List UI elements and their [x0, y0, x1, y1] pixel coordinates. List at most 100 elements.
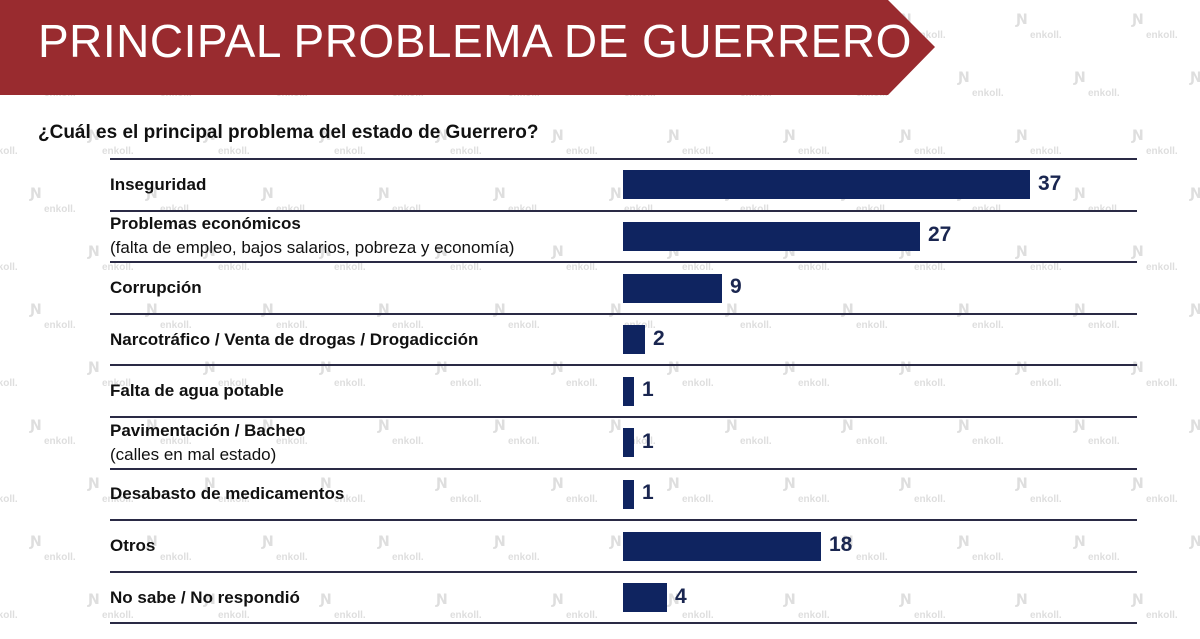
svg-text:enkoll.: enkoll. [334, 494, 366, 505]
svg-text:Ɲ: Ɲ [1015, 476, 1028, 492]
svg-text:enkoll.: enkoll. [276, 436, 308, 447]
svg-text:Ɲ: Ɲ [319, 476, 332, 492]
svg-text:enkoll.: enkoll. [740, 320, 772, 331]
category-name: Falta de agua potable [110, 381, 284, 401]
svg-text:enkoll.: enkoll. [972, 88, 1004, 99]
svg-text:Ɲ: Ɲ [203, 592, 216, 608]
svg-text:Ɲ: Ɲ [435, 360, 448, 376]
svg-text:Ɲ: Ɲ [1073, 418, 1086, 434]
svg-text:enkoll.: enkoll. [160, 320, 192, 331]
svg-text:enkoll.: enkoll. [44, 320, 76, 331]
svg-text:Ɲ: Ɲ [1073, 534, 1086, 550]
svg-text:Ɲ: Ɲ [667, 128, 680, 144]
category-label: Inseguridad [110, 173, 610, 197]
page-title: PRINCIPAL PROBLEMA DE GUERRERO [38, 15, 912, 67]
svg-text:enkoll.: enkoll. [914, 494, 946, 505]
svg-text:Ɲ: Ɲ [899, 360, 912, 376]
svg-text:Ɲ: Ɲ [783, 592, 796, 608]
svg-text:enkoll.: enkoll. [972, 552, 1004, 563]
svg-text:Ɲ: Ɲ [1073, 70, 1086, 86]
row-divider [110, 519, 1137, 522]
svg-text:Ɲ: Ɲ [551, 244, 564, 260]
svg-text:enkoll.: enkoll. [276, 204, 308, 215]
svg-text:Ɲ: Ɲ [783, 128, 796, 144]
svg-text:enkoll.: enkoll. [798, 146, 830, 157]
svg-text:Ɲ: Ɲ [29, 186, 42, 202]
svg-text:Ɲ: Ɲ [1015, 128, 1028, 144]
svg-text:enkoll.: enkoll. [218, 610, 250, 621]
survey-question: ¿Cuál es el principal problema del estad… [38, 122, 539, 143]
svg-text:enkoll.: enkoll. [566, 262, 598, 273]
svg-text:enkoll.: enkoll. [392, 204, 424, 215]
category-name: Desabasto de medicamentos [110, 484, 345, 504]
svg-text:Ɲ: Ɲ [1189, 186, 1200, 202]
data-label: 18 [829, 533, 853, 556]
svg-text:enkoll.: enkoll. [1146, 610, 1178, 621]
svg-text:Ɲ: Ɲ [493, 186, 506, 202]
bar-5 [623, 428, 634, 458]
bar-8 [623, 583, 667, 613]
svg-text:enkoll.: enkoll. [0, 494, 18, 505]
svg-text:enkoll.: enkoll. [508, 436, 540, 447]
svg-text:enkoll.: enkoll. [218, 378, 250, 389]
svg-text:Ɲ: Ɲ [435, 476, 448, 492]
svg-text:enkoll.: enkoll. [914, 146, 946, 157]
svg-text:enkoll.: enkoll. [450, 494, 482, 505]
svg-text:enkoll.: enkoll. [218, 262, 250, 273]
svg-text:enkoll.: enkoll. [392, 552, 424, 563]
svg-text:enkoll.: enkoll. [450, 610, 482, 621]
row-divider [110, 570, 1137, 573]
svg-text:enkoll.: enkoll. [682, 494, 714, 505]
category-label: Desabasto de medicamentos [110, 482, 610, 506]
svg-text:enkoll.: enkoll. [1030, 262, 1062, 273]
bar-2 [623, 273, 722, 303]
svg-text:Ɲ: Ɲ [435, 592, 448, 608]
bar-4 [623, 376, 634, 406]
svg-text:Ɲ: Ɲ [203, 360, 216, 376]
svg-text:enkoll.: enkoll. [44, 204, 76, 215]
svg-text:enkoll.: enkoll. [102, 146, 134, 157]
svg-text:enkoll.: enkoll. [1030, 378, 1062, 389]
svg-text:enkoll.: enkoll. [914, 610, 946, 621]
svg-text:Ɲ: Ɲ [203, 128, 216, 144]
data-label: 2 [653, 326, 665, 350]
svg-text:Ɲ: Ɲ [435, 128, 448, 144]
svg-text:enkoll.: enkoll. [450, 146, 482, 157]
svg-text:enkoll.: enkoll. [566, 610, 598, 621]
svg-text:enkoll.: enkoll. [1030, 30, 1062, 41]
svg-text:enkoll.: enkoll. [102, 494, 134, 505]
svg-text:Ɲ: Ɲ [667, 476, 680, 492]
svg-text:Ɲ: Ɲ [319, 592, 332, 608]
svg-text:Ɲ: Ɲ [1131, 592, 1144, 608]
svg-text:enkoll.: enkoll. [566, 378, 598, 389]
svg-text:enkoll.: enkoll. [334, 378, 366, 389]
svg-text:enkoll.: enkoll. [914, 378, 946, 389]
category-name: No sabe / No respondió [110, 587, 300, 607]
